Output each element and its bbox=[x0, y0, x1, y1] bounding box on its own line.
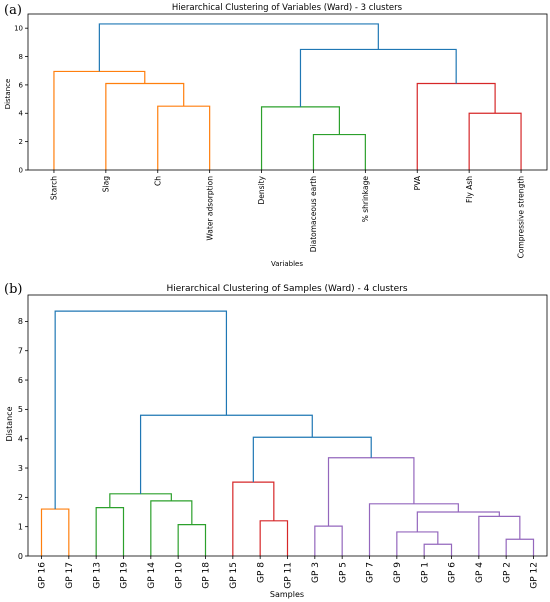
a-link-cluster2 bbox=[260, 106, 340, 170]
b-leaf-label: GP 16 bbox=[38, 562, 48, 589]
panel-b-ylabel: Distance bbox=[5, 406, 14, 441]
b-leaf-label: GP 8 bbox=[256, 562, 266, 583]
a-leaf-label: Ch bbox=[153, 176, 162, 186]
b-link-cluster4 bbox=[423, 543, 453, 556]
a-ytick-label: 4 bbox=[19, 110, 24, 118]
panel-a-letter: (a) bbox=[4, 3, 22, 18]
b-link-cluster1 bbox=[40, 508, 70, 556]
a-ytick-label: 10 bbox=[14, 25, 23, 33]
b-leaf-label: GP 9 bbox=[393, 562, 403, 583]
a-leaf-label: Starch bbox=[50, 176, 59, 200]
b-leaf-label: GP 5 bbox=[338, 562, 348, 583]
panel-b-letter: (b) bbox=[4, 282, 22, 297]
panel-b-title: Hierarchical Clustering of Samples (Ward… bbox=[166, 284, 407, 294]
panel-a-plot-frame bbox=[27, 13, 548, 171]
a-link-cluster1 bbox=[157, 105, 211, 170]
b-ytick-label: 1 bbox=[18, 522, 23, 531]
b-link-cluster4 bbox=[314, 525, 343, 556]
b-leaf-label: GP 6 bbox=[448, 562, 458, 583]
b-leaf-label: GP 10 bbox=[174, 562, 184, 589]
b-ytick-label: 4 bbox=[18, 434, 23, 443]
a-leaf-label: Water adsorption bbox=[205, 176, 214, 241]
panel-b: (b) Hierarchical Clustering of Samples (… bbox=[4, 282, 548, 599]
panel-a-title: Hierarchical Clustering of Variables (Wa… bbox=[172, 3, 403, 13]
b-link-cluster4 bbox=[396, 531, 439, 556]
b-ytick-label: 0 bbox=[18, 552, 23, 561]
b-link-cluster4 bbox=[505, 538, 535, 556]
a-leaf-label: PVA bbox=[413, 175, 422, 190]
a-link-cluster1 bbox=[105, 82, 185, 170]
b-ytick-label: 2 bbox=[18, 493, 23, 502]
panel-a-ylabel: Distance bbox=[4, 79, 12, 110]
a-link-cluster2 bbox=[312, 133, 366, 170]
a-link-above bbox=[98, 23, 379, 72]
a-leaf-label: Density bbox=[257, 175, 266, 204]
b-leaf-label: GP 12 bbox=[530, 562, 540, 589]
b-ytick-label: 8 bbox=[18, 317, 23, 326]
a-link-cluster1 bbox=[53, 70, 146, 170]
b-leaf-label: GP 14 bbox=[147, 562, 157, 589]
panel-b-xlabel: Samples bbox=[270, 590, 304, 599]
a-link-above bbox=[299, 48, 457, 107]
b-link-cluster2 bbox=[95, 507, 125, 556]
b-leaf-label: GP 17 bbox=[65, 562, 75, 589]
b-leaf-label: GP 13 bbox=[92, 562, 102, 589]
b-link-cluster4 bbox=[327, 457, 415, 527]
a-ytick-label: 2 bbox=[19, 138, 23, 146]
b-leaf-label: GP 4 bbox=[475, 562, 485, 583]
b-ytick-label: 3 bbox=[18, 464, 23, 473]
a-leaf-label: Diatomaceous earth bbox=[309, 176, 318, 252]
b-leaf-label: GP 11 bbox=[284, 562, 294, 589]
b-link-cluster4 bbox=[416, 511, 500, 532]
b-ytick-label: 6 bbox=[18, 376, 23, 385]
b-link-cluster3 bbox=[232, 481, 275, 556]
b-ytick-label: 7 bbox=[18, 347, 23, 356]
a-leaf-label: Slag bbox=[101, 176, 110, 192]
a-ytick-label: 0 bbox=[19, 166, 23, 174]
a-link-cluster3 bbox=[416, 82, 496, 170]
b-link-above bbox=[139, 414, 313, 494]
a-leaf-label: % shrinkage bbox=[361, 176, 370, 223]
b-link-above bbox=[252, 436, 372, 483]
panel-b-plot-frame bbox=[27, 294, 548, 557]
panel-a: (a) Hierarchical Clustering of Variables… bbox=[4, 3, 548, 268]
a-ytick-label: 8 bbox=[19, 53, 23, 61]
b-ytick-label: 5 bbox=[18, 405, 23, 414]
panel-a-xlabel: Variables bbox=[271, 260, 303, 268]
b-leaf-label: GP 3 bbox=[311, 562, 321, 583]
a-leaf-label: Compressive strength bbox=[517, 176, 526, 259]
b-leaf-label: GP 15 bbox=[229, 562, 239, 589]
a-leaf-label: Fly Ash bbox=[465, 176, 474, 203]
b-leaf-label: GP 1 bbox=[420, 562, 430, 583]
b-link-cluster2 bbox=[150, 500, 193, 556]
b-leaf-label: GP 2 bbox=[502, 562, 512, 583]
a-link-cluster3 bbox=[468, 112, 522, 170]
b-leaf-label: GP 7 bbox=[366, 562, 376, 583]
b-leaf-label: GP 18 bbox=[202, 562, 212, 589]
b-link-above bbox=[54, 310, 228, 510]
a-ytick-label: 6 bbox=[19, 81, 24, 89]
b-link-cluster4 bbox=[478, 515, 521, 556]
b-link-cluster2 bbox=[177, 524, 207, 556]
b-leaf-label: GP 19 bbox=[120, 562, 130, 589]
b-link-cluster3 bbox=[259, 520, 289, 556]
